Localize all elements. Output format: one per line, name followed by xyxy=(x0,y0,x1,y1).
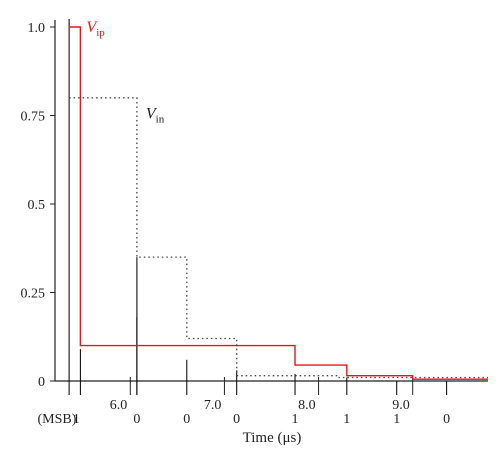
y-ticks: 0 0.25 0.5 0.75 1.0 xyxy=(21,21,55,390)
bit-label: 1 xyxy=(292,412,299,427)
series-line-v-in xyxy=(69,97,488,379)
x-axis-label: Time (μs) xyxy=(243,430,302,446)
x-ticks: 6.0 7.0 8.0 9.0 xyxy=(110,377,414,413)
y-tick-label: 0.5 xyxy=(28,198,46,213)
x-tick-label: 7.0 xyxy=(204,398,222,413)
series-line-v-ip xyxy=(69,26,488,380)
bit-label: 1 xyxy=(393,412,400,427)
series-label-v-ip: Vip xyxy=(86,19,105,39)
y-tick-label: 0 xyxy=(38,375,45,390)
bit-label: 0 xyxy=(133,412,140,427)
series-lines xyxy=(69,26,488,380)
y-tick-label: 0.75 xyxy=(21,110,46,125)
msb-prefix: (MSB) xyxy=(38,412,77,427)
x-tick-label: 6.0 xyxy=(110,398,128,413)
bit-labels: (MSB)1 0 0 0 1 1 1 0 xyxy=(38,412,451,427)
series-label-v-in: Vin xyxy=(146,106,165,126)
bit-markers xyxy=(68,19,448,395)
x-tick-label: 9.0 xyxy=(392,398,410,413)
x-tick-label: 8.0 xyxy=(298,398,316,413)
bit-label: 1 xyxy=(73,412,80,427)
bit-label: 1 xyxy=(343,412,350,427)
bit-label: 0 xyxy=(233,412,240,427)
bit-label: 0 xyxy=(183,412,190,427)
bit-label: 0 xyxy=(443,412,450,427)
y-tick-label: 1.0 xyxy=(28,21,46,36)
series-labels: Vip Vin xyxy=(86,19,164,126)
y-tick-label: 0.25 xyxy=(21,287,46,302)
